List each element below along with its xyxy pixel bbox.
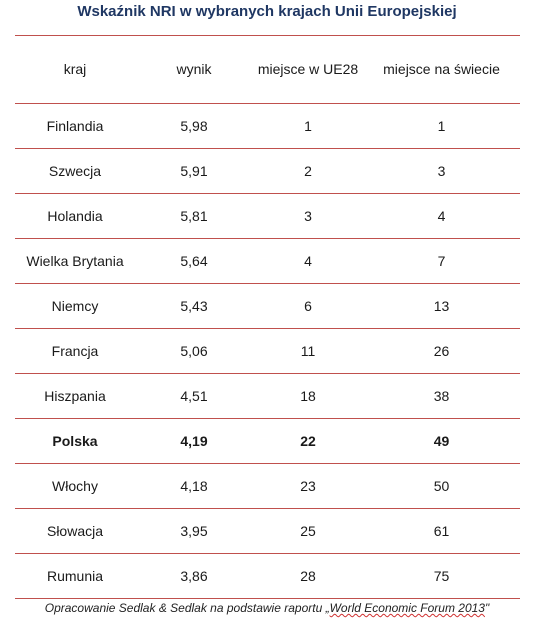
cell-world-rank: 3 — [363, 148, 520, 194]
cell-world-rank: 1 — [363, 103, 520, 149]
cell-world-rank: 4 — [363, 193, 520, 239]
cell-country: Rumunia — [15, 553, 135, 599]
column-header: miejsce na świecie — [363, 35, 520, 104]
table-row: Finlandia 5,98 1 1 — [15, 103, 520, 149]
cell-eu-rank: 11 — [253, 328, 363, 374]
cell-world-rank: 49 — [363, 418, 520, 464]
column-header: wynik — [135, 35, 253, 104]
cell-country: Holandia — [15, 193, 135, 239]
cell-country: Hiszpania — [15, 373, 135, 419]
table-row: Szwecja 5,91 2 3 — [15, 148, 520, 194]
table-title: Wskaźnik NRI w wybranych krajach Unii Eu… — [77, 3, 457, 20]
cell-score: 3,95 — [135, 508, 253, 554]
cell-score: 5,43 — [135, 283, 253, 329]
cell-country: Finlandia — [15, 103, 135, 149]
column-header: kraj — [15, 35, 135, 104]
cell-world-rank: 26 — [363, 328, 520, 374]
cell-eu-rank: 23 — [253, 463, 363, 509]
cell-world-rank: 50 — [363, 463, 520, 509]
cell-score: 5,81 — [135, 193, 253, 239]
cell-score: 4,18 — [135, 463, 253, 509]
cell-eu-rank: 2 — [253, 148, 363, 194]
cell-world-rank: 75 — [363, 553, 520, 599]
cell-eu-rank: 6 — [253, 283, 363, 329]
nri-table: kraj wynik miejsce w UE28 miejsce na świ… — [15, 35, 520, 599]
cell-eu-rank: 28 — [253, 553, 363, 599]
cell-eu-rank: 18 — [253, 373, 363, 419]
table-row: Niemcy 5,43 6 13 — [15, 283, 520, 329]
cell-world-rank: 61 — [363, 508, 520, 554]
cell-score: 4,51 — [135, 373, 253, 419]
table-row: Rumunia 3,86 28 75 — [15, 553, 520, 599]
cell-world-rank: 13 — [363, 283, 520, 329]
cell-score: 5,64 — [135, 238, 253, 284]
cell-eu-rank: 3 — [253, 193, 363, 239]
table-row: Słowacja 3,95 25 61 — [15, 508, 520, 554]
cell-score: 5,91 — [135, 148, 253, 194]
table-row: Hiszpania 4,51 18 38 — [15, 373, 520, 419]
cell-eu-rank: 1 — [253, 103, 363, 149]
cell-eu-rank: 25 — [253, 508, 363, 554]
source-note: Opracowanie Sedlak & Sedlak na podstawie… — [0, 601, 534, 615]
table-row: Włochy 4,18 23 50 — [15, 463, 520, 509]
table-row: Holandia 5,81 3 4 — [15, 193, 520, 239]
cell-world-rank: 38 — [363, 373, 520, 419]
header-row: kraj wynik miejsce w UE28 miejsce na świ… — [15, 35, 520, 104]
source-prefix: Opracowanie Sedlak & Sedlak na podstawie… — [44, 601, 330, 615]
source-highlight: World Economic Forum 2013 — [329, 601, 485, 615]
cell-score: 3,86 — [135, 553, 253, 599]
cell-world-rank: 7 — [363, 238, 520, 284]
table-row: Wielka Brytania 5,64 4 7 — [15, 238, 520, 284]
source-suffix: " — [484, 601, 490, 615]
cell-country: Szwecja — [15, 148, 135, 194]
cell-country: Wielka Brytania — [15, 238, 135, 284]
cell-score: 4,19 — [135, 418, 253, 464]
column-header: miejsce w UE28 — [253, 35, 363, 104]
cell-country: Polska — [15, 418, 135, 464]
table-row: Francja 5,06 11 26 — [15, 328, 520, 374]
cell-country: Niemcy — [15, 283, 135, 329]
cell-score: 5,98 — [135, 103, 253, 149]
cell-country: Słowacja — [15, 508, 135, 554]
cell-country: Włochy — [15, 463, 135, 509]
cell-eu-rank: 4 — [253, 238, 363, 284]
cell-country: Francja — [15, 328, 135, 374]
cell-eu-rank: 22 — [253, 418, 363, 464]
cell-score: 5,06 — [135, 328, 253, 374]
table-row: Polska 4,19 22 49 — [15, 418, 520, 464]
